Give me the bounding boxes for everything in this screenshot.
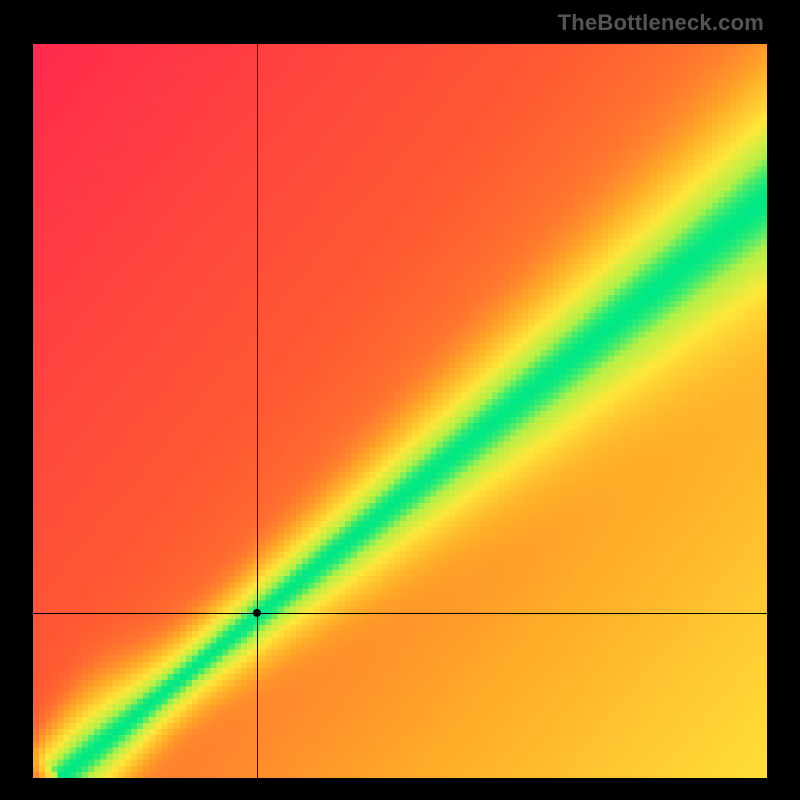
- chart-container: TheBottleneck.com: [0, 0, 800, 800]
- plot-area: [33, 44, 767, 778]
- crosshair-vertical: [257, 44, 258, 778]
- watermark-text: TheBottleneck.com: [558, 10, 764, 36]
- heatmap-canvas: [33, 44, 767, 778]
- crosshair-marker: [253, 609, 261, 617]
- crosshair-horizontal: [33, 613, 767, 614]
